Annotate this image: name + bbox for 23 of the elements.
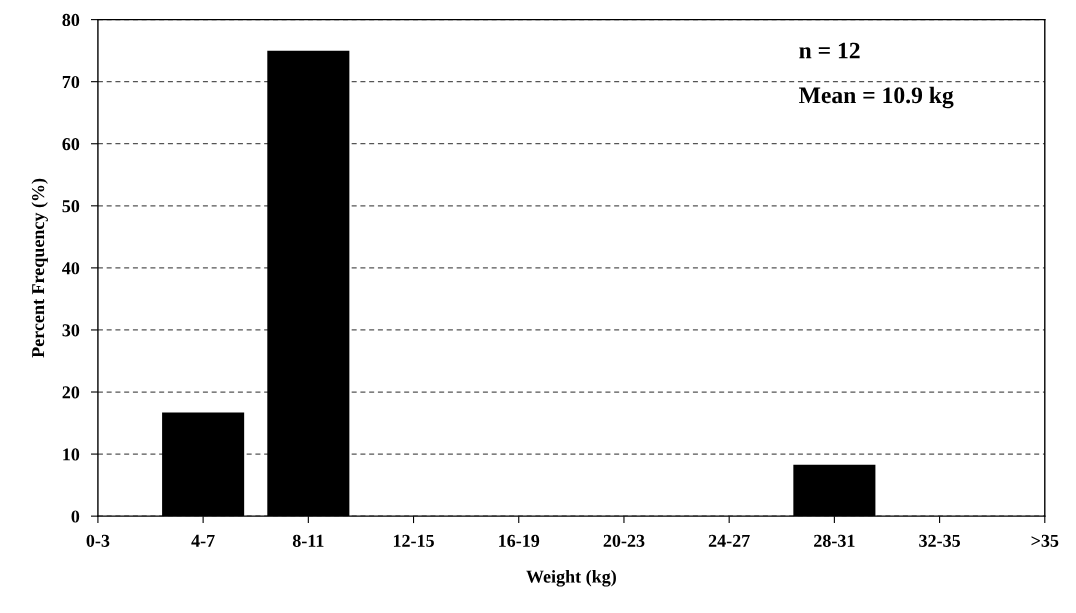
x-tick-label: 20-23 <box>603 534 645 547</box>
y-tick-label: 40 <box>62 262 80 275</box>
annotation: n = 12 <box>799 42 860 59</box>
y-tick-label: 80 <box>62 13 80 27</box>
y-tick-label: 60 <box>62 138 80 151</box>
y-axis-title: Percent Frequency (%) <box>31 178 48 358</box>
x-tick-label: 4-7 <box>191 534 215 547</box>
x-tick-label: 0-3 <box>86 534 110 547</box>
x-tick-label: 24-27 <box>708 534 750 547</box>
x-tick-label: 16-19 <box>499 534 540 547</box>
y-tick-label: 70 <box>62 75 80 89</box>
annotation: Mean = 10.9 kg <box>799 86 954 109</box>
x-tick-label: 28-31 <box>814 534 855 547</box>
y-tick-label: 30 <box>62 324 80 337</box>
x-tick-label: 12-15 <box>393 534 434 547</box>
x-tick-label: 32-35 <box>919 534 960 547</box>
x-tick-label: >35 <box>1031 534 1059 547</box>
x-axis-title: Weight (kg) <box>526 570 616 587</box>
y-tick-label: 10 <box>63 448 80 461</box>
y-tick-label: 0 <box>71 510 80 523</box>
x-tick-label: 8-11 <box>292 534 324 547</box>
y-tick-label: 50 <box>62 200 80 213</box>
y-tick-label: 20 <box>62 386 80 399</box>
